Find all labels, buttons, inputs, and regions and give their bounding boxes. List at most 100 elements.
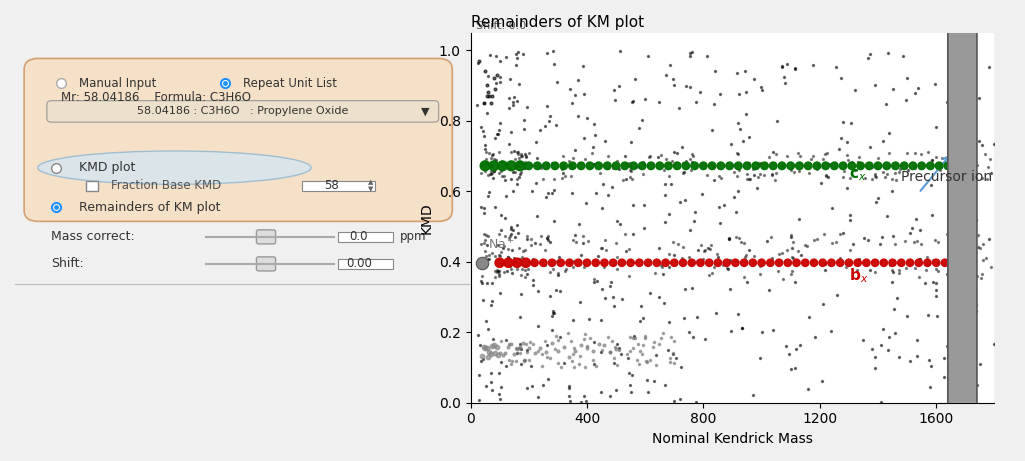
Point	[515, 161, 531, 168]
Point	[518, 273, 534, 281]
Point	[511, 350, 528, 357]
Point	[653, 262, 669, 269]
Point	[503, 162, 520, 170]
Point	[823, 328, 839, 335]
Point	[684, 48, 700, 56]
Point	[786, 364, 803, 372]
Point	[682, 256, 698, 263]
Point	[641, 256, 657, 264]
Point	[729, 69, 745, 77]
Point	[511, 170, 528, 177]
Point	[661, 319, 678, 326]
Point	[925, 156, 941, 164]
Point	[620, 245, 637, 252]
Point	[519, 235, 535, 242]
Point	[682, 83, 698, 91]
Point	[519, 346, 535, 353]
Point	[889, 295, 905, 302]
Point	[565, 264, 581, 271]
Point	[707, 310, 724, 317]
Point	[517, 266, 533, 274]
Point	[587, 259, 604, 266]
Point	[516, 125, 532, 132]
Point	[535, 259, 551, 266]
Point	[473, 169, 489, 176]
Point	[535, 176, 551, 183]
Point	[545, 47, 562, 55]
Point	[514, 254, 530, 261]
Point	[626, 335, 643, 342]
Point	[552, 287, 569, 295]
Point	[860, 54, 876, 61]
Point	[479, 280, 495, 287]
Point	[685, 152, 701, 160]
Point	[499, 246, 516, 253]
Point	[779, 60, 795, 67]
Point	[868, 173, 885, 181]
Point	[891, 353, 907, 360]
Point	[609, 217, 625, 225]
Point	[517, 158, 533, 165]
Point	[586, 360, 603, 367]
Point	[792, 251, 809, 259]
Text: 0.00: 0.00	[346, 257, 372, 271]
Point	[497, 337, 514, 344]
Point	[563, 259, 579, 266]
Point	[481, 188, 497, 195]
Point	[674, 243, 691, 251]
Point	[479, 92, 495, 100]
Point	[483, 301, 499, 308]
Point	[817, 150, 833, 158]
Point	[866, 354, 883, 361]
Point	[971, 137, 987, 145]
Point	[728, 234, 744, 241]
Point	[907, 149, 924, 157]
Point	[609, 265, 625, 272]
Point	[791, 162, 808, 170]
Text: Manual Input: Manual Input	[79, 77, 156, 90]
Point	[485, 151, 501, 158]
Point	[546, 162, 563, 170]
Point	[564, 358, 580, 365]
Point	[769, 118, 785, 125]
Point	[556, 343, 572, 351]
Point	[739, 162, 755, 170]
Point	[508, 259, 525, 266]
Point	[605, 259, 621, 266]
Point	[801, 169, 817, 177]
Point	[833, 134, 850, 142]
Point	[956, 158, 973, 165]
Point	[480, 256, 496, 263]
Point	[912, 226, 929, 233]
Point	[669, 149, 686, 157]
Point	[660, 210, 676, 218]
Point	[622, 138, 639, 146]
Point	[556, 162, 572, 170]
Point	[970, 272, 986, 280]
Point	[624, 372, 641, 379]
Point	[486, 162, 502, 170]
Point	[617, 247, 633, 254]
Point	[514, 153, 530, 160]
Point	[518, 152, 534, 160]
Point	[568, 238, 584, 245]
Point	[975, 271, 991, 278]
Point	[621, 159, 638, 166]
Point	[521, 162, 537, 170]
Point	[484, 92, 500, 100]
Point	[490, 130, 506, 138]
Point	[527, 259, 543, 266]
Point	[692, 259, 708, 266]
Text: c$_x$: c$_x$	[849, 167, 866, 183]
Point	[523, 235, 539, 242]
Point	[763, 233, 779, 240]
Point	[874, 233, 891, 241]
Point	[575, 239, 591, 246]
Point	[472, 57, 488, 65]
Point	[485, 335, 501, 343]
Point	[634, 314, 651, 321]
Point	[874, 137, 891, 144]
Point	[480, 325, 496, 333]
Point	[716, 201, 733, 208]
Point	[683, 260, 699, 267]
